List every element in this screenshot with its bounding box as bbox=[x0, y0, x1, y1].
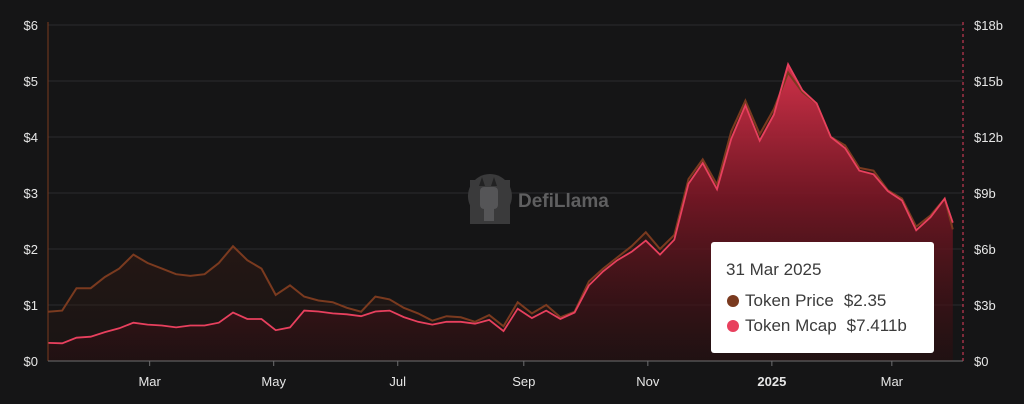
token-price-line bbox=[47, 70, 954, 328]
y-left-tick-label: $4 bbox=[24, 130, 38, 145]
hover-tooltip: 31 Mar 2025 Token Price $2.35 Token Mcap… bbox=[711, 242, 934, 353]
y-right-tick-label: $0 bbox=[974, 354, 988, 369]
x-tick-label: Sep bbox=[512, 374, 535, 389]
y-left-tick-label: $2 bbox=[24, 242, 38, 257]
y-right-tick-label: $3b bbox=[974, 298, 996, 313]
tooltip-row-token-mcap: Token Mcap $7.411b bbox=[726, 313, 934, 338]
y-left-tick-label: $6 bbox=[24, 18, 38, 33]
x-tick-label: May bbox=[261, 374, 286, 389]
watermark: DefiLlama bbox=[467, 174, 609, 224]
tooltip-value: $2.35 bbox=[843, 290, 887, 310]
token-price-dot-icon bbox=[727, 294, 739, 307]
x-axis-ticks: Mar May Jul Sep Nov 2025 Mar bbox=[138, 361, 904, 389]
y-left-axis-ticks: $0 $1 $2 $3 $4 $5 $6 bbox=[24, 18, 38, 369]
llama-logo-icon bbox=[467, 174, 512, 224]
x-tick-label: 2025 bbox=[757, 374, 786, 389]
y-right-tick-label: $6b bbox=[974, 242, 996, 257]
token-mcap-dot-icon bbox=[727, 319, 739, 332]
tooltip-label: Token Price bbox=[745, 290, 834, 310]
tooltip-date: 31 Mar 2025 bbox=[726, 260, 822, 279]
x-tick-label: Mar bbox=[881, 374, 904, 389]
y-right-axis-ticks: $0 $3b $6b $9b $12b $15b $18b bbox=[974, 18, 1003, 369]
tooltip-label: Token Mcap bbox=[745, 315, 837, 335]
y-right-tick-label: $18b bbox=[974, 18, 1003, 33]
y-right-tick-label: $9b bbox=[974, 186, 996, 201]
y-left-tick-label: $0 bbox=[24, 354, 38, 369]
x-tick-label: Jul bbox=[389, 374, 406, 389]
y-right-tick-label: $15b bbox=[974, 74, 1003, 89]
x-tick-label: Mar bbox=[138, 374, 161, 389]
token-mcap-line bbox=[47, 61, 954, 345]
x-tick-label: Nov bbox=[636, 374, 660, 389]
y-left-tick-label: $3 bbox=[24, 186, 38, 201]
y-left-tick-label: $1 bbox=[24, 298, 38, 313]
tooltip-row-token-price: Token Price $2.35 bbox=[726, 288, 934, 313]
watermark-text: DefiLlama bbox=[518, 191, 609, 212]
y-right-tick-label: $12b bbox=[974, 130, 1003, 145]
tooltip-value: $7.411b bbox=[846, 315, 907, 335]
y-left-tick-label: $5 bbox=[24, 74, 38, 89]
